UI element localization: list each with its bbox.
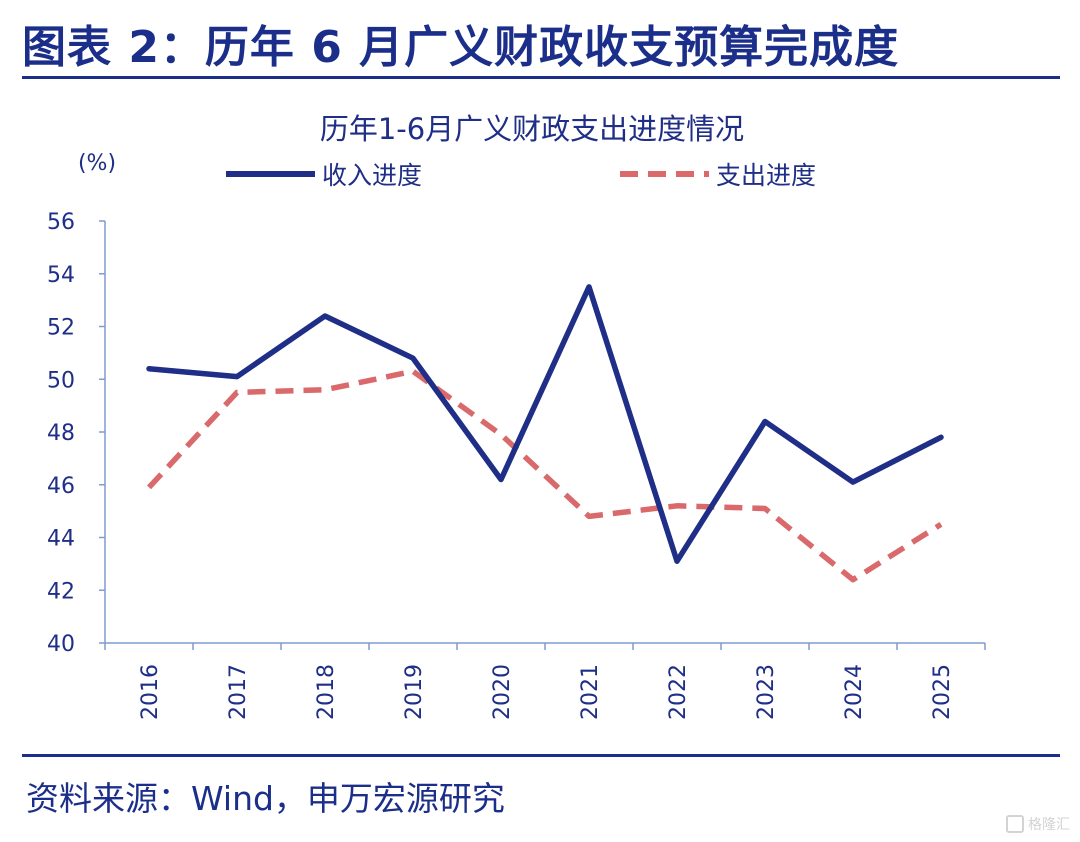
series-line-income <box>146 284 944 564</box>
x-tick-label: 2022 <box>666 664 691 720</box>
x-tick-label: 2025 <box>930 664 955 720</box>
y-tick-label: 48 <box>47 421 75 446</box>
y-tick-label: 46 <box>47 474 75 499</box>
watermark-logo-icon <box>1006 815 1024 833</box>
x-tick-label: 2019 <box>402 664 427 720</box>
legend-label-expense: 支出进度 <box>716 161 816 190</box>
footer-divider <box>22 754 1060 757</box>
y-axis-unit-label: (%) <box>78 151 116 176</box>
y-tick-label: 54 <box>47 263 75 288</box>
y-tick-label: 40 <box>47 632 75 657</box>
watermark-text: 格隆汇 <box>1028 817 1070 833</box>
x-tick-label: 2016 <box>138 664 163 720</box>
source-note: 资料来源：Wind，申万宏源研究 <box>26 779 505 818</box>
chart-title: 历年1-6月广义财政支出进度情况 <box>320 112 744 146</box>
page-title: 图表 2：历年 6 月广义财政收支预算完成度 <box>22 22 900 73</box>
legend-label-income: 收入进度 <box>322 161 422 190</box>
series-line-expense <box>146 368 943 583</box>
x-tick-label: 2020 <box>490 664 515 720</box>
y-tick-label: 50 <box>47 368 75 393</box>
y-tick-label: 42 <box>47 579 75 604</box>
x-tick-label: 2021 <box>578 664 603 720</box>
x-tick-label: 2023 <box>754 664 779 720</box>
y-tick-label: 52 <box>47 316 75 341</box>
header-divider <box>22 76 1060 79</box>
axes: 40 42 44 46 48 50 52 54 56 2016 2017 2018 2019 2020 20… <box>47 210 986 720</box>
legend: 收入进度 支出进度 <box>226 161 816 190</box>
x-tick-label: 2017 <box>226 664 251 720</box>
x-tick-label: 2018 <box>314 664 339 720</box>
y-tick-label: 44 <box>47 527 75 552</box>
series-layer <box>146 284 944 583</box>
x-tick-label: 2024 <box>842 664 867 720</box>
y-tick-label: 56 <box>47 210 75 235</box>
watermark: 格隆汇 <box>1006 814 1070 834</box>
